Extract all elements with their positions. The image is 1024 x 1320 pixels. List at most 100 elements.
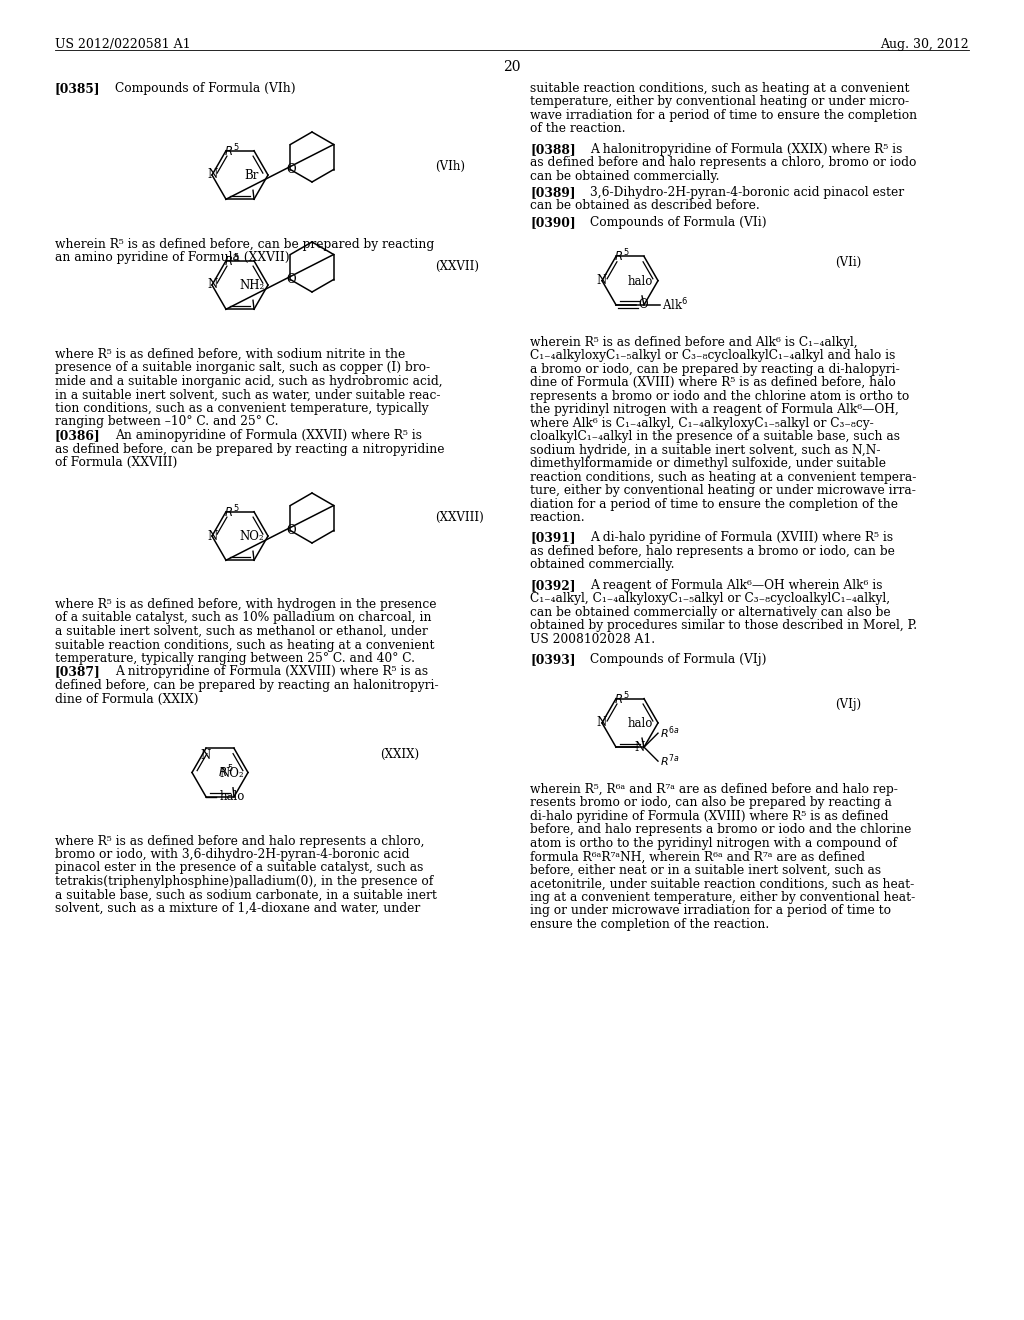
Text: in a suitable inert solvent, such as water, under suitable reac-: in a suitable inert solvent, such as wat… [55,388,440,401]
Text: temperature, typically ranging between 25° C. and 40° C.: temperature, typically ranging between 2… [55,652,415,665]
Text: can be obtained commercially.: can be obtained commercially. [530,170,720,182]
Text: formula R⁶ᵃR⁷ᵃNH, wherein R⁶ᵃ and R⁷ᵃ are as defined: formula R⁶ᵃR⁷ᵃNH, wherein R⁶ᵃ and R⁷ᵃ ar… [530,850,865,863]
Text: obtained commercially.: obtained commercially. [530,558,675,572]
Text: [0391]: [0391] [530,532,575,544]
Text: reaction.: reaction. [530,511,586,524]
Text: (XXVIII): (XXVIII) [435,511,483,524]
Text: of Formula (XXVIII): of Formula (XXVIII) [55,455,177,469]
Text: (VIh): (VIh) [435,160,465,173]
Text: as defined before, halo represents a bromo or iodo, can be: as defined before, halo represents a bro… [530,545,895,558]
Text: suitable reaction conditions, such as heating at a convenient: suitable reaction conditions, such as he… [55,639,434,652]
Text: where R⁵ is as defined before and halo represents a chloro,: where R⁵ is as defined before and halo r… [55,834,425,847]
Text: an amino pyridine of Formula (XXVII): an amino pyridine of Formula (XXVII) [55,252,290,264]
Text: solvent, such as a mixture of 1,4-dioxane and water, under: solvent, such as a mixture of 1,4-dioxan… [55,902,420,915]
Text: di-halo pyridine of Formula (XVIII) where R⁵ is as defined: di-halo pyridine of Formula (XVIII) wher… [530,810,889,822]
Text: the pyridinyl nitrogen with a reagent of Formula Alk⁶—OH,: the pyridinyl nitrogen with a reagent of… [530,403,899,416]
Text: as defined before and halo represents a chloro, bromo or iodo: as defined before and halo represents a … [530,156,916,169]
Text: wherein R⁵ is as defined before, can be prepared by reacting: wherein R⁵ is as defined before, can be … [55,238,434,251]
Text: dimethylformamide or dimethyl sulfoxide, under suitable: dimethylformamide or dimethyl sulfoxide,… [530,457,886,470]
Text: O: O [287,162,296,176]
Text: [0390]: [0390] [530,215,575,228]
Text: (XXIX): (XXIX) [380,747,419,760]
Text: $R^5$: $R^5$ [224,143,240,158]
Text: halo: halo [628,275,652,288]
Text: presence of a suitable inorganic salt, such as copper (I) bro-: presence of a suitable inorganic salt, s… [55,362,430,375]
Text: [0389]: [0389] [530,186,575,199]
Text: tion conditions, such as a convenient temperature, typically: tion conditions, such as a convenient te… [55,403,429,414]
Text: atom is ortho to the pyridinyl nitrogen with a compound of: atom is ortho to the pyridinyl nitrogen … [530,837,897,850]
Text: Alk$^6$: Alk$^6$ [662,297,688,313]
Text: (VIj): (VIj) [835,698,861,711]
Text: NO₂: NO₂ [220,767,245,780]
Text: resents bromo or iodo, can also be prepared by reacting a: resents bromo or iodo, can also be prepa… [530,796,892,809]
Text: Compounds of Formula (VIi): Compounds of Formula (VIi) [590,215,767,228]
Text: mide and a suitable inorganic acid, such as hydrobromic acid,: mide and a suitable inorganic acid, such… [55,375,442,388]
Text: (XXVII): (XXVII) [435,260,479,273]
Text: An aminopyridine of Formula (XXVII) where R⁵ is: An aminopyridine of Formula (XXVII) wher… [115,429,422,442]
Text: where R⁵ is as defined before, with hydrogen in the presence: where R⁵ is as defined before, with hydr… [55,598,436,611]
Text: ing or under microwave irradiation for a period of time to: ing or under microwave irradiation for a… [530,904,891,917]
Text: ranging between –10° C. and 25° C.: ranging between –10° C. and 25° C. [55,416,279,429]
Text: of the reaction.: of the reaction. [530,123,626,136]
Text: can be obtained as described before.: can be obtained as described before. [530,199,760,213]
Text: [0388]: [0388] [530,143,575,156]
Text: 3,6-Dihydro-2H-pyran-4-boronic acid pinacol ester: 3,6-Dihydro-2H-pyran-4-boronic acid pina… [590,186,904,199]
Text: as defined before, can be prepared by reacting a nitropyridine: as defined before, can be prepared by re… [55,442,444,455]
Text: US 2008102028 A1.: US 2008102028 A1. [530,632,655,645]
Text: wave irradiation for a period of time to ensure the completion: wave irradiation for a period of time to… [530,110,918,121]
Text: acetonitrile, under suitable reaction conditions, such as heat-: acetonitrile, under suitable reaction co… [530,878,914,891]
Text: wherein R⁵ is as defined before and Alk⁶ is C₁₋₄alkyl,: wherein R⁵ is as defined before and Alk⁶… [530,335,858,348]
Text: C₁₋₄alkyloxyC₁₋₅alkyl or C₃₋₈cycloalkylC₁₋₄alkyl and halo is: C₁₋₄alkyloxyC₁₋₅alkyl or C₃₋₈cycloalkylC… [530,350,895,362]
Text: obtained by procedures similar to those described in Morel, P.: obtained by procedures similar to those … [530,619,918,632]
Text: $R^{6a}$: $R^{6a}$ [660,725,680,742]
Text: A nitropyridine of Formula (XXVIII) where R⁵ is as: A nitropyridine of Formula (XXVIII) wher… [115,665,428,678]
Text: pinacol ester in the presence of a suitable catalyst, such as: pinacol ester in the presence of a suita… [55,862,423,874]
Text: O: O [638,298,647,312]
Text: [0393]: [0393] [530,653,575,665]
Text: (VIi): (VIi) [835,256,861,269]
Text: A reagent of Formula Alk⁶—OH wherein Alk⁶ is: A reagent of Formula Alk⁶—OH wherein Alk… [590,578,883,591]
Text: reaction conditions, such as heating at a convenient tempera-: reaction conditions, such as heating at … [530,471,916,483]
Text: temperature, either by conventional heating or under micro-: temperature, either by conventional heat… [530,95,909,108]
Text: suitable reaction conditions, such as heating at a convenient: suitable reaction conditions, such as he… [530,82,909,95]
Text: N: N [208,169,218,181]
Text: [0392]: [0392] [530,578,575,591]
Text: ture, either by conventional heating or under microwave irra-: ture, either by conventional heating or … [530,484,915,498]
Text: N: N [597,275,607,288]
Text: Aug. 30, 2012: Aug. 30, 2012 [881,38,969,51]
Text: diation for a period of time to ensure the completion of the: diation for a period of time to ensure t… [530,498,898,511]
Text: a suitable inert solvent, such as methanol or ethanol, under: a suitable inert solvent, such as methan… [55,624,428,638]
Text: US 2012/0220581 A1: US 2012/0220581 A1 [55,38,190,51]
Text: before, either neat or in a suitable inert solvent, such as: before, either neat or in a suitable ine… [530,863,881,876]
Text: N: N [208,279,218,292]
Text: Br: Br [245,169,259,182]
Text: N: N [201,750,211,762]
Text: ing at a convenient temperature, either by conventional heat-: ing at a convenient temperature, either … [530,891,915,904]
Text: halo: halo [220,791,246,804]
Text: NH₂: NH₂ [240,280,264,292]
Text: $R^5$: $R^5$ [224,503,240,520]
Text: represents a bromo or iodo and the chlorine atom is ortho to: represents a bromo or iodo and the chlor… [530,389,909,403]
Text: $R^{7a}$: $R^{7a}$ [660,752,680,770]
Text: N: N [635,741,645,754]
Text: $R^5$: $R^5$ [614,248,630,265]
Text: defined before, can be prepared by reacting an halonitropyri-: defined before, can be prepared by react… [55,678,438,692]
Text: 20: 20 [503,59,521,74]
Text: N: N [208,529,218,543]
Text: Compounds of Formula (VIh): Compounds of Formula (VIh) [115,82,296,95]
Text: dine of Formula (XXIX): dine of Formula (XXIX) [55,693,199,705]
Text: $R^5$: $R^5$ [218,764,234,781]
Text: a suitable base, such as sodium carbonate, in a suitable inert: a suitable base, such as sodium carbonat… [55,888,437,902]
Text: dine of Formula (XVIII) where R⁵ is as defined before, halo: dine of Formula (XVIII) where R⁵ is as d… [530,376,896,389]
Text: a bromo or iodo, can be prepared by reacting a di-halopyri-: a bromo or iodo, can be prepared by reac… [530,363,900,376]
Text: before, and halo represents a bromo or iodo and the chlorine: before, and halo represents a bromo or i… [530,824,911,837]
Text: wherein R⁵, R⁶ᵃ and R⁷ᵃ are as defined before and halo rep-: wherein R⁵, R⁶ᵃ and R⁷ᵃ are as defined b… [530,783,898,796]
Text: of a suitable catalyst, such as 10% palladium on charcoal, in: of a suitable catalyst, such as 10% pall… [55,611,431,624]
Text: $R^5$: $R^5$ [224,252,240,269]
Text: halo: halo [628,717,652,730]
Text: [0385]: [0385] [55,82,100,95]
Text: bromo or iodo, with 3,6-dihydro-2H-pyran-4-boronic acid: bromo or iodo, with 3,6-dihydro-2H-pyran… [55,847,410,861]
Text: A di-halo pyridine of Formula (XVIII) where R⁵ is: A di-halo pyridine of Formula (XVIII) wh… [590,532,893,544]
Text: where R⁵ is as defined before, with sodium nitrite in the: where R⁵ is as defined before, with sodi… [55,348,406,360]
Text: C₁₋₄alkyl, C₁₋₄alkyloxyC₁₋₅alkyl or C₃₋₈cycloalkylC₁₋₄alkyl,: C₁₋₄alkyl, C₁₋₄alkyloxyC₁₋₅alkyl or C₃₋₈… [530,593,890,605]
